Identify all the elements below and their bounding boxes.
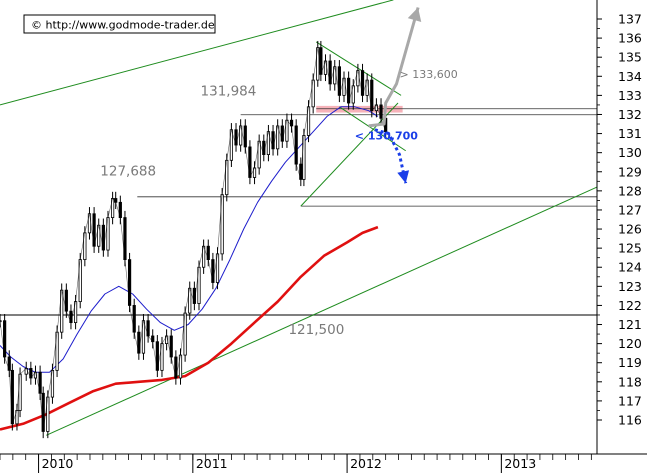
y-tick-label: 137 <box>618 12 642 27</box>
price-candle <box>10 369 14 425</box>
price-candle <box>0 320 2 323</box>
y-tick-label: 124 <box>618 260 642 275</box>
arrow-up-head <box>407 7 422 22</box>
annotation-label: 131,984 <box>201 83 257 99</box>
y-tick-label: 125 <box>618 241 642 256</box>
x-tick-label: 2011 <box>196 456 228 471</box>
price-candle <box>18 373 22 411</box>
y-tick-label: 119 <box>618 355 642 370</box>
price-candle <box>302 135 306 180</box>
resistance-zone <box>316 105 403 113</box>
series-ma-red <box>0 225 379 431</box>
y-tick-label: 133 <box>618 88 642 103</box>
price-candle <box>319 47 323 75</box>
price-line <box>0 47 386 432</box>
y-tick-label: 131 <box>618 126 642 141</box>
trend-line-0 <box>0 0 394 106</box>
y-tick-label: 118 <box>618 374 642 389</box>
y-tick-label: 132 <box>618 107 642 122</box>
trend-line-3 <box>315 41 402 96</box>
y-tick-label: 122 <box>618 298 642 313</box>
arrow-down-head <box>397 170 410 184</box>
y-tick-label: 121 <box>618 317 642 332</box>
y-tick-label: 120 <box>618 336 642 351</box>
x-tick-label: 2013 <box>504 456 536 471</box>
source-label-box: © http://www.godmode-trader.de <box>23 14 216 34</box>
source-label: © http://www.godmode-trader.de <box>31 19 215 32</box>
series-price <box>0 40 388 439</box>
chart-lines <box>0 40 388 439</box>
y-tick-label: 130 <box>618 145 642 160</box>
y-tick-label: 123 <box>618 279 642 294</box>
y-tick-label: 136 <box>618 31 642 46</box>
y-tick-label: 129 <box>618 164 642 179</box>
trend-line-1 <box>46 186 598 436</box>
y-tick-label: 116 <box>618 413 642 428</box>
source-label-frame <box>23 14 216 34</box>
y-tick-label: 128 <box>618 183 642 198</box>
chart-annotations: 131,984 127,688 121,500 > 133,600 < 130,700 <box>100 7 458 338</box>
y-tick-label: 135 <box>618 50 642 65</box>
arrow-up <box>368 7 420 128</box>
arrow-down <box>374 128 408 184</box>
y-tick-label: 117 <box>618 393 642 408</box>
annotation-label: < 130,700 <box>355 129 418 142</box>
y-tick-label: 134 <box>618 69 642 84</box>
annotation-label: > 133,600 <box>400 68 458 81</box>
annotation-label: 121,500 <box>288 322 344 338</box>
x-tick-label: 2012 <box>350 456 382 471</box>
y-tick-label: 126 <box>618 222 642 237</box>
annotation-label: 127,688 <box>100 164 156 180</box>
x-tick-label: 2010 <box>42 456 74 471</box>
y-tick-label: 127 <box>618 202 642 217</box>
